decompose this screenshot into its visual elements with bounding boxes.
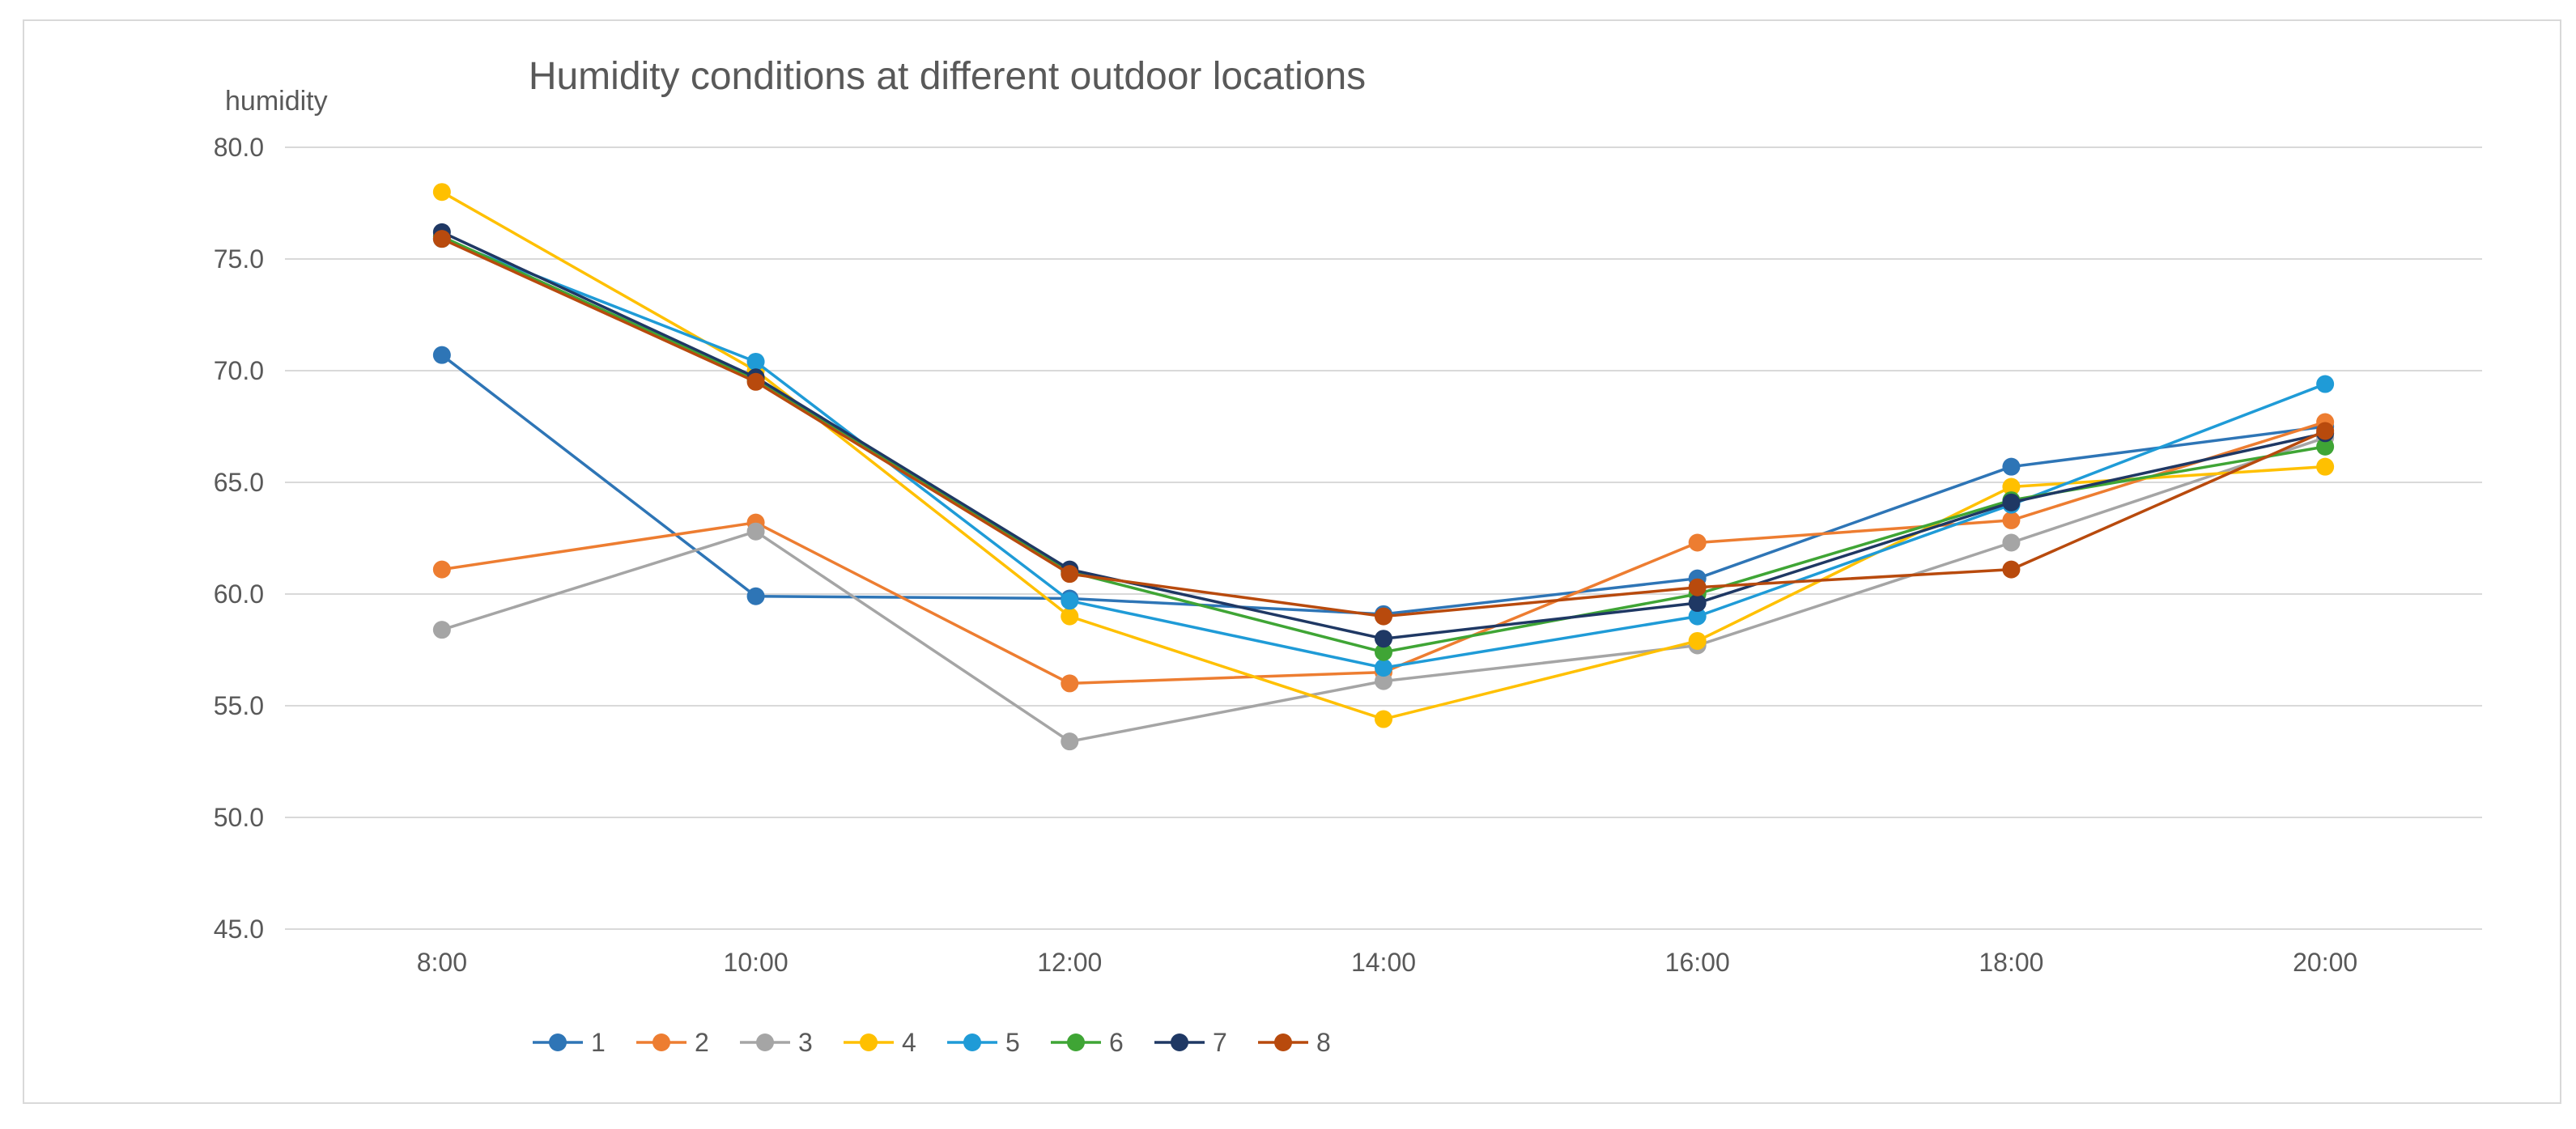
legend-label: 8 xyxy=(1316,1028,1331,1057)
data-point xyxy=(432,621,451,639)
data-point xyxy=(1375,643,1392,661)
y-tick-label: 80.0 xyxy=(214,133,264,162)
plot-series xyxy=(432,183,2335,751)
legend-item-6: 6 xyxy=(1051,1028,1124,1057)
data-point xyxy=(1061,607,1079,626)
data-point xyxy=(1061,732,1079,751)
legend: 1 2 3 4 5 6 7 8 xyxy=(533,1028,1331,1057)
data-point xyxy=(2316,422,2335,440)
data-point xyxy=(1061,592,1079,610)
legend-label: 7 xyxy=(1213,1028,1227,1057)
data-point xyxy=(746,587,765,605)
data-point xyxy=(2316,437,2335,456)
data-point xyxy=(2002,560,2021,579)
data-point xyxy=(1375,710,1392,728)
y-tick-label: 75.0 xyxy=(214,244,264,274)
x-tick-label: 10:00 xyxy=(724,948,789,977)
legend-marker xyxy=(1274,1034,1292,1051)
chart-title: Humidity conditions at different outdoor… xyxy=(529,55,1366,98)
legend-label: 6 xyxy=(1109,1028,1124,1057)
y-tick-label: 60.0 xyxy=(214,579,264,609)
y-tick-label: 55.0 xyxy=(214,691,264,720)
series-line-6 xyxy=(441,235,2326,654)
data-point xyxy=(2316,375,2335,393)
x-tick-label: 14:00 xyxy=(1351,948,1416,977)
y-axis-title: humidity xyxy=(225,86,328,117)
data-point xyxy=(2002,477,2021,496)
legend-label: 4 xyxy=(902,1028,916,1057)
data-point xyxy=(1061,565,1079,584)
series-3 xyxy=(432,428,2335,751)
chart-frame: Humidity conditions at different outdoor… xyxy=(23,19,2561,1104)
data-point xyxy=(1688,578,1707,596)
legend-label: 3 xyxy=(798,1028,813,1057)
legend-label: 2 xyxy=(695,1028,709,1057)
legend-item-2: 2 xyxy=(636,1028,709,1057)
legend-item-1: 1 xyxy=(533,1028,606,1057)
legend-item-8: 8 xyxy=(1258,1028,1331,1057)
data-point xyxy=(432,183,451,202)
series-line-8 xyxy=(441,237,2326,618)
data-point xyxy=(1688,594,1707,613)
x-tick-label: 18:00 xyxy=(1979,948,2043,977)
series-line-7 xyxy=(441,231,2326,640)
data-point xyxy=(746,352,765,371)
data-point xyxy=(432,230,451,248)
data-point xyxy=(1688,533,1707,552)
data-point xyxy=(2316,457,2335,476)
legend-marker xyxy=(1067,1034,1085,1051)
chart-svg: Humidity conditions at different outdoor… xyxy=(214,55,2482,1057)
y-tick-label: 45.0 xyxy=(214,915,264,944)
data-point xyxy=(746,522,765,541)
data-point xyxy=(1375,607,1392,626)
data-point xyxy=(2002,493,2021,511)
x-tick-label: 16:00 xyxy=(1665,948,1730,977)
data-point xyxy=(432,346,451,364)
legend-marker xyxy=(1171,1034,1188,1051)
y-tick-label: 50.0 xyxy=(214,803,264,832)
data-point xyxy=(2002,511,2021,529)
series-line-3 xyxy=(441,436,2326,743)
y-tick-label: 70.0 xyxy=(214,356,264,385)
data-point xyxy=(2002,457,2021,476)
x-axis-ticks: 8:00 10:00 12:00 14:00 16:00 18:00 20:00 xyxy=(417,948,2357,977)
y-tick-label: 65.0 xyxy=(214,468,264,497)
legend-label: 5 xyxy=(1005,1028,1020,1057)
legend-marker xyxy=(756,1034,774,1051)
data-point xyxy=(1375,672,1392,690)
x-tick-label: 20:00 xyxy=(2293,948,2357,977)
y-axis-ticks: 45.0 50.0 55.0 60.0 65.0 70.0 75.0 80.0 xyxy=(214,133,264,944)
data-point xyxy=(1061,674,1079,693)
legend-item-4: 4 xyxy=(844,1028,916,1057)
legend-marker xyxy=(653,1034,670,1051)
series-6 xyxy=(432,227,2335,661)
data-point xyxy=(432,560,451,579)
legend-marker xyxy=(963,1034,981,1051)
series-line-5 xyxy=(441,237,2326,669)
data-point xyxy=(1688,607,1707,626)
data-point xyxy=(1375,630,1392,648)
legend-marker xyxy=(549,1034,567,1051)
gridlines xyxy=(285,146,2482,930)
data-point xyxy=(1375,659,1392,677)
x-tick-label: 8:00 xyxy=(417,948,467,977)
legend-label: 1 xyxy=(591,1028,606,1057)
x-tick-label: 12:00 xyxy=(1037,948,1102,977)
legend-item-7: 7 xyxy=(1154,1028,1227,1057)
series-7 xyxy=(432,223,2335,648)
data-point xyxy=(1688,631,1707,650)
legend-item-5: 5 xyxy=(947,1028,1020,1057)
legend-item-3: 3 xyxy=(740,1028,813,1057)
series-8 xyxy=(432,230,2335,626)
data-point xyxy=(2002,533,2021,552)
data-point xyxy=(746,372,765,391)
legend-marker xyxy=(860,1034,878,1051)
